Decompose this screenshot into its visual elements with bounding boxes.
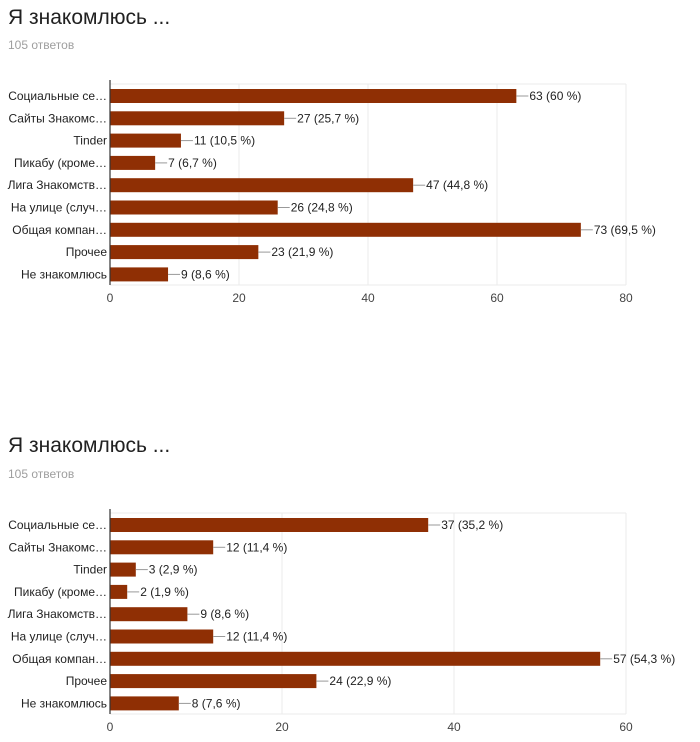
bar: [110, 651, 601, 666]
bar-value-label: 11 (10,5 %): [194, 134, 255, 148]
category-label: Лига Знакомств…: [8, 607, 107, 621]
bar-value-label: 26 (24,8 %): [291, 201, 353, 215]
bar-value-label: 12 (11,4 %): [226, 540, 287, 554]
bar: [110, 155, 156, 170]
bar: [110, 584, 128, 599]
category-label: Прочее: [66, 245, 108, 259]
x-tick-label: 80: [619, 291, 633, 305]
chart-2-title: Я знакомлюсь ...: [8, 434, 171, 457]
chart-1: 0 20 40 60 80 63 (60 %) Социальные се… 27 (25,7…: [8, 80, 656, 305]
category-label: Tinder: [73, 563, 107, 577]
bar: [110, 245, 259, 260]
category-label: Социальные се…: [8, 89, 107, 103]
bar-value-label: 8 (7,6 %): [192, 696, 241, 710]
chart-1-title: Я знакомлюсь ...: [8, 6, 171, 29]
bar: [110, 518, 429, 532]
bar: [110, 133, 181, 148]
bar-value-label: 9 (8,6 %): [181, 267, 230, 281]
x-tick-label: 40: [447, 720, 461, 734]
bar-value-label: 23 (21,9 %): [271, 245, 333, 259]
chart-1-response-count: 105 ответов: [8, 38, 75, 52]
x-tick-label: 20: [232, 291, 246, 305]
bar-value-label: 3 (2,9 %): [149, 563, 198, 577]
category-label: Общая компан…: [12, 223, 107, 237]
bar-value-label: 73 (69,5 %): [594, 223, 656, 237]
x-tick-label: 40: [361, 291, 375, 305]
category-label: Лига Знакомств…: [8, 178, 107, 192]
x-tick-label: 0: [107, 291, 114, 305]
bar: [110, 674, 317, 689]
x-tick-label: 60: [490, 291, 504, 305]
bar: [110, 540, 214, 555]
bar-value-label: 47 (44,8 %): [426, 178, 488, 192]
x-tick-label: 20: [275, 720, 289, 734]
bar: [110, 696, 179, 711]
bar: [110, 89, 517, 103]
bar: [110, 178, 414, 193]
bar-value-label: 12 (11,4 %): [226, 630, 287, 644]
bar-value-label: 37 (35,2 %): [441, 518, 503, 532]
bar-value-label: 9 (8,6 %): [200, 607, 249, 621]
category-label: На улице (случ…: [11, 201, 107, 215]
x-tick-label: 60: [619, 720, 633, 734]
bar: [110, 267, 169, 282]
bar: [110, 607, 188, 622]
category-label: Tinder: [73, 134, 107, 148]
bar-value-label: 27 (25,7 %): [297, 111, 359, 125]
category-label: Не знакомлюсь: [21, 696, 107, 710]
chart-2-response-count: 105 ответов: [8, 467, 75, 481]
category-label: Прочее: [66, 674, 108, 688]
bar-value-label: 24 (22,9 %): [329, 674, 391, 688]
category-label: Не знакомлюсь: [21, 267, 107, 281]
bar: [110, 200, 278, 215]
category-label: Общая компан…: [12, 652, 107, 666]
category-label: Пикабу (кроме…: [14, 156, 107, 170]
category-label: Сайты Знакомс…: [9, 111, 108, 125]
x-tick-label: 0: [107, 720, 114, 734]
bar: [110, 111, 285, 126]
bar-value-label: 57 (54,3 %): [613, 652, 675, 666]
bar-value-label: 2 (1,9 %): [140, 585, 189, 599]
category-label: Пикабу (кроме…: [14, 585, 107, 599]
bar: [110, 629, 214, 644]
category-label: Сайты Знакомс…: [9, 540, 108, 554]
bar-value-label: 63 (60 %): [529, 89, 581, 103]
bar: [110, 562, 136, 577]
bar-value-label: 7 (6,7 %): [168, 156, 217, 170]
category-label: На улице (случ…: [11, 630, 107, 644]
bar: [110, 222, 581, 237]
category-label: Социальные се…: [8, 518, 107, 532]
